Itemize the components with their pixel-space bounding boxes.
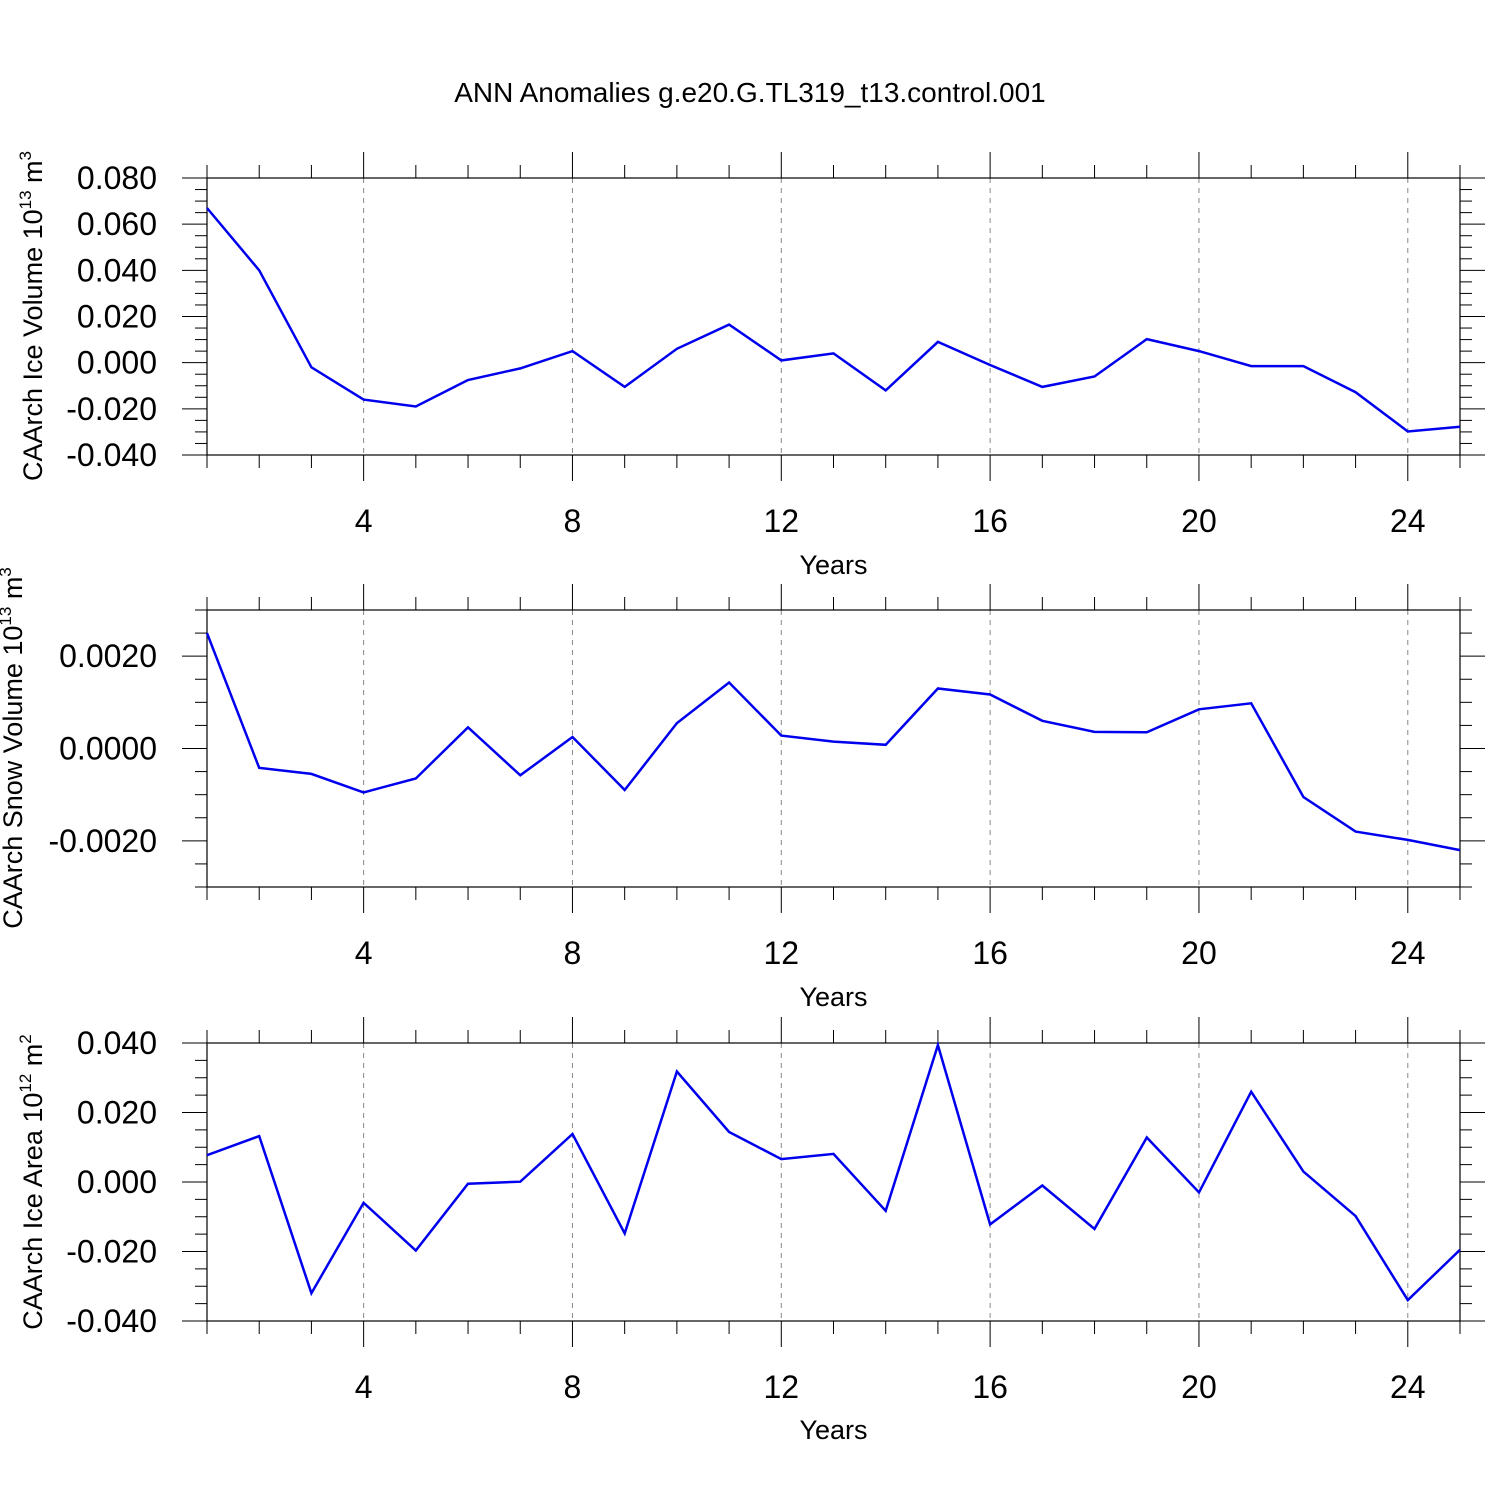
x-tick-label: 8 — [564, 935, 582, 971]
y-axis-title: CAArch Snow Volume 1013 m3 — [0, 567, 28, 929]
plot-frame — [206, 177, 1461, 456]
y-tick-label: 0.000 — [77, 1164, 157, 1200]
plot-frame — [206, 609, 1461, 888]
y-tick-label: -0.0020 — [48, 823, 157, 859]
chart-panel-3: -0.040 -0.020 0.000 0.020 0.040 4 8 12 16 20 24 Yea… — [16, 1017, 1485, 1445]
x-tick-label: 16 — [972, 935, 1008, 971]
x-tick-label: 8 — [564, 503, 582, 539]
x-tick-label: 24 — [1390, 503, 1426, 539]
y-tick-label: 0.0020 — [59, 638, 157, 674]
y-axis-title: CAArch Ice Area 1012 m2 — [16, 1034, 48, 1330]
page-title: ANN Anomalies g.e20.G.TL319_t13.control.… — [454, 77, 1046, 108]
y-tick-label: 0.020 — [77, 1095, 157, 1131]
chart-panel-2: -0.0020 0.0000 0.0020 4 8 12 16 20 24 Years CAArch… — [0, 567, 1485, 1012]
x-tick-label: 20 — [1181, 1369, 1217, 1405]
plot-frame — [206, 1042, 1461, 1322]
series-line — [206, 207, 1461, 433]
chart-panel-1: -0.040 -0.020 0.000 0.020 0.040 0.060 0.080 4 8 1… — [16, 151, 1485, 580]
y-tick-label: 0.080 — [77, 160, 157, 196]
y-tick-label: 0.0000 — [59, 731, 157, 767]
x-tick-label: 20 — [1181, 935, 1217, 971]
y-tick-label: -0.040 — [66, 1303, 157, 1339]
x-tick-label: 4 — [355, 1369, 373, 1405]
x-tick-label: 24 — [1390, 935, 1426, 971]
series-line — [205, 632, 1461, 852]
x-tick-label: 8 — [564, 1369, 582, 1405]
x-tick-label: 12 — [763, 503, 799, 539]
x-tick-label: 16 — [972, 1369, 1008, 1405]
x-axis-title: Years — [799, 550, 867, 580]
y-tick-label: -0.040 — [66, 437, 157, 473]
y-tick-label: 0.000 — [77, 345, 157, 381]
y-tick-label: 0.040 — [77, 1025, 157, 1061]
x-tick-label: 24 — [1390, 1369, 1426, 1405]
x-axis-title: Years — [799, 982, 867, 1012]
x-tick-label: 16 — [972, 503, 1008, 539]
y-tick-label: -0.020 — [66, 391, 157, 427]
y-tick-label: -0.020 — [66, 1234, 157, 1270]
x-tick-label: 20 — [1181, 503, 1217, 539]
series-line — [206, 1040, 1461, 1303]
x-axis-title: Years — [799, 1415, 867, 1445]
x-tick-label: 4 — [355, 935, 373, 971]
x-tick-label: 12 — [763, 1369, 799, 1405]
y-tick-label: 0.020 — [77, 299, 157, 335]
y-axis-title: CAArch Ice Volume 1013 m3 — [16, 151, 48, 481]
x-tick-label: 4 — [355, 503, 373, 539]
y-tick-label: 0.040 — [77, 252, 157, 288]
x-tick-label: 12 — [763, 935, 799, 971]
y-tick-label: 0.060 — [77, 206, 157, 242]
